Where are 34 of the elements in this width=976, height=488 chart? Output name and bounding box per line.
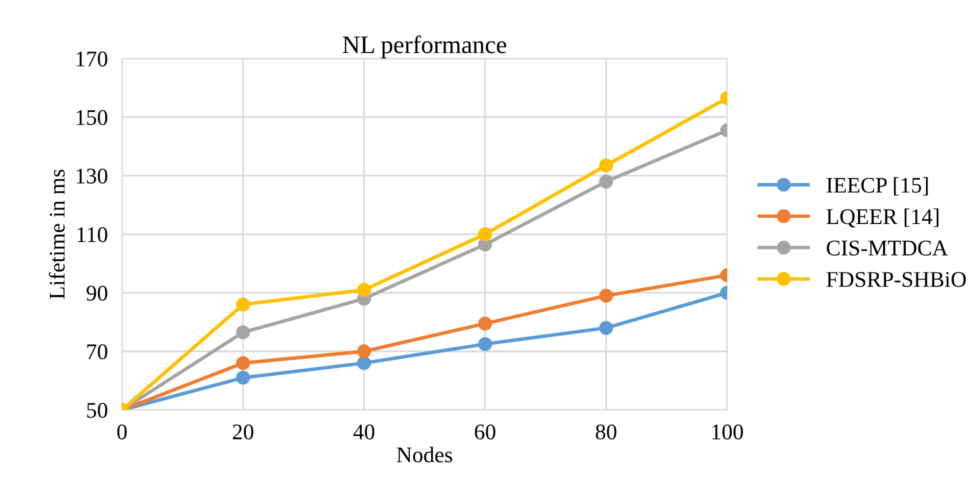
point — [599, 320, 614, 335]
x-axis-title: Nodes — [396, 446, 452, 462]
point — [357, 344, 371, 358]
legend-label: LQEER [14] — [826, 208, 938, 228]
point — [236, 298, 250, 312]
point — [599, 158, 614, 172]
y-tick-label: 110 — [78, 227, 108, 242]
x-tick-label: 80 — [596, 424, 616, 440]
point — [599, 174, 614, 188]
x-tick-label: 40 — [353, 424, 374, 440]
legend-label: FDSRP-SHBiO — [826, 272, 966, 287]
y-tick-label: 70 — [87, 344, 108, 360]
y-tick-label: 170 — [76, 51, 108, 66]
legend-label: CIS-MTDCA — [826, 240, 948, 256]
point — [478, 337, 492, 351]
y-tick-label: 90 — [86, 286, 108, 301]
y-tick-label: 150 — [76, 110, 108, 126]
x-tick-label: 20 — [232, 424, 254, 440]
legend-label: IEECP [15] — [826, 177, 928, 196]
point — [599, 288, 614, 303]
y-axis-title: Lifetime in ms — [48, 170, 65, 300]
point — [357, 356, 371, 370]
point — [236, 370, 250, 385]
point — [478, 316, 492, 330]
chart-title: NL performance — [342, 35, 506, 58]
x-tick-label: 60 — [474, 424, 496, 440]
y-tick-label: 50 — [87, 402, 108, 418]
x-tick-label: 0 — [117, 424, 127, 440]
point — [478, 227, 492, 242]
point — [236, 356, 250, 370]
point — [236, 325, 250, 340]
x-tick-label: 100 — [712, 424, 743, 440]
point — [357, 282, 371, 297]
y-tick-label: 130 — [76, 168, 108, 184]
